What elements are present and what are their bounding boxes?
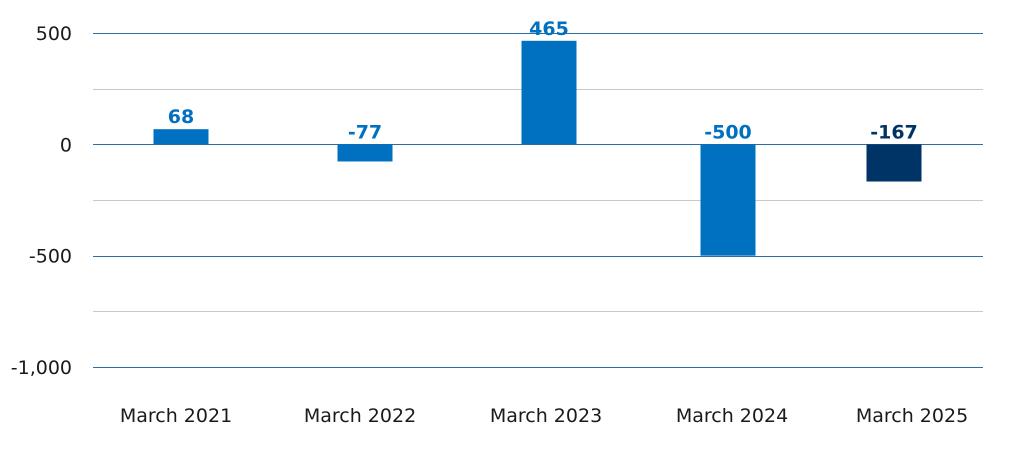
- x-category-label-1: March 2021: [120, 405, 232, 427]
- bar-2: [337, 144, 393, 162]
- y-tick-label: 500: [36, 23, 72, 45]
- data-label-3: 465: [529, 18, 569, 40]
- bar-3: [521, 40, 577, 145]
- bar-4: [700, 144, 756, 256]
- y-tick-label: -1,000: [11, 357, 72, 379]
- x-category-label-4: March 2024: [676, 405, 788, 427]
- data-labels: 68 -77 465 -500 -167: [168, 18, 918, 144]
- data-label-5: -167: [870, 121, 918, 143]
- gridlines: [93, 33, 983, 368]
- data-label-1: 68: [168, 106, 194, 128]
- x-category-label-5: March 2025: [856, 405, 968, 427]
- y-tick-label: -500: [29, 246, 72, 268]
- bar-1: [153, 129, 209, 145]
- x-category-label-3: March 2023: [490, 405, 602, 427]
- bar-5: [866, 144, 922, 182]
- x-axis-category-labels: March 2021 March 2022 March 2023 March 2024…: [120, 405, 968, 427]
- y-tick-label: 0: [60, 134, 72, 156]
- data-label-4: -500: [704, 121, 752, 143]
- data-label-2: -77: [348, 121, 382, 143]
- x-category-label-2: March 2022: [304, 405, 416, 427]
- bars: [153, 40, 922, 256]
- y-axis-tick-labels: 500 0 -500 -1,000: [11, 23, 72, 379]
